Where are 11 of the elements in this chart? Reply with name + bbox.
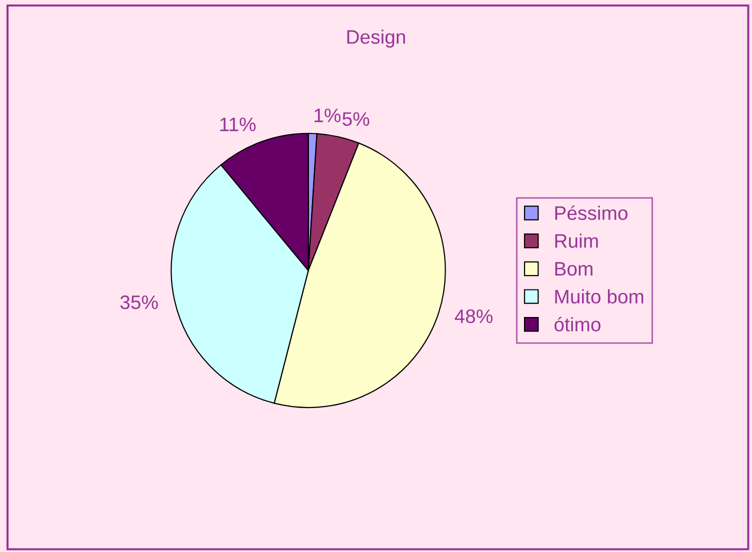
data-label: 1%	[314, 108, 341, 122]
data-label: 35%	[120, 295, 158, 310]
legend-label: ótimo	[554, 316, 600, 332]
data-label: 48%	[454, 309, 493, 324]
legend-label: Muito bom	[555, 289, 644, 304]
legend-label: Bom	[555, 262, 592, 276]
legend-label: Péssimo	[555, 205, 628, 220]
legend-label: Ruim	[555, 234, 598, 248]
data-label: 5%	[342, 112, 370, 126]
chart-title: Design	[347, 30, 406, 48]
data-label: 11%	[220, 118, 256, 132]
